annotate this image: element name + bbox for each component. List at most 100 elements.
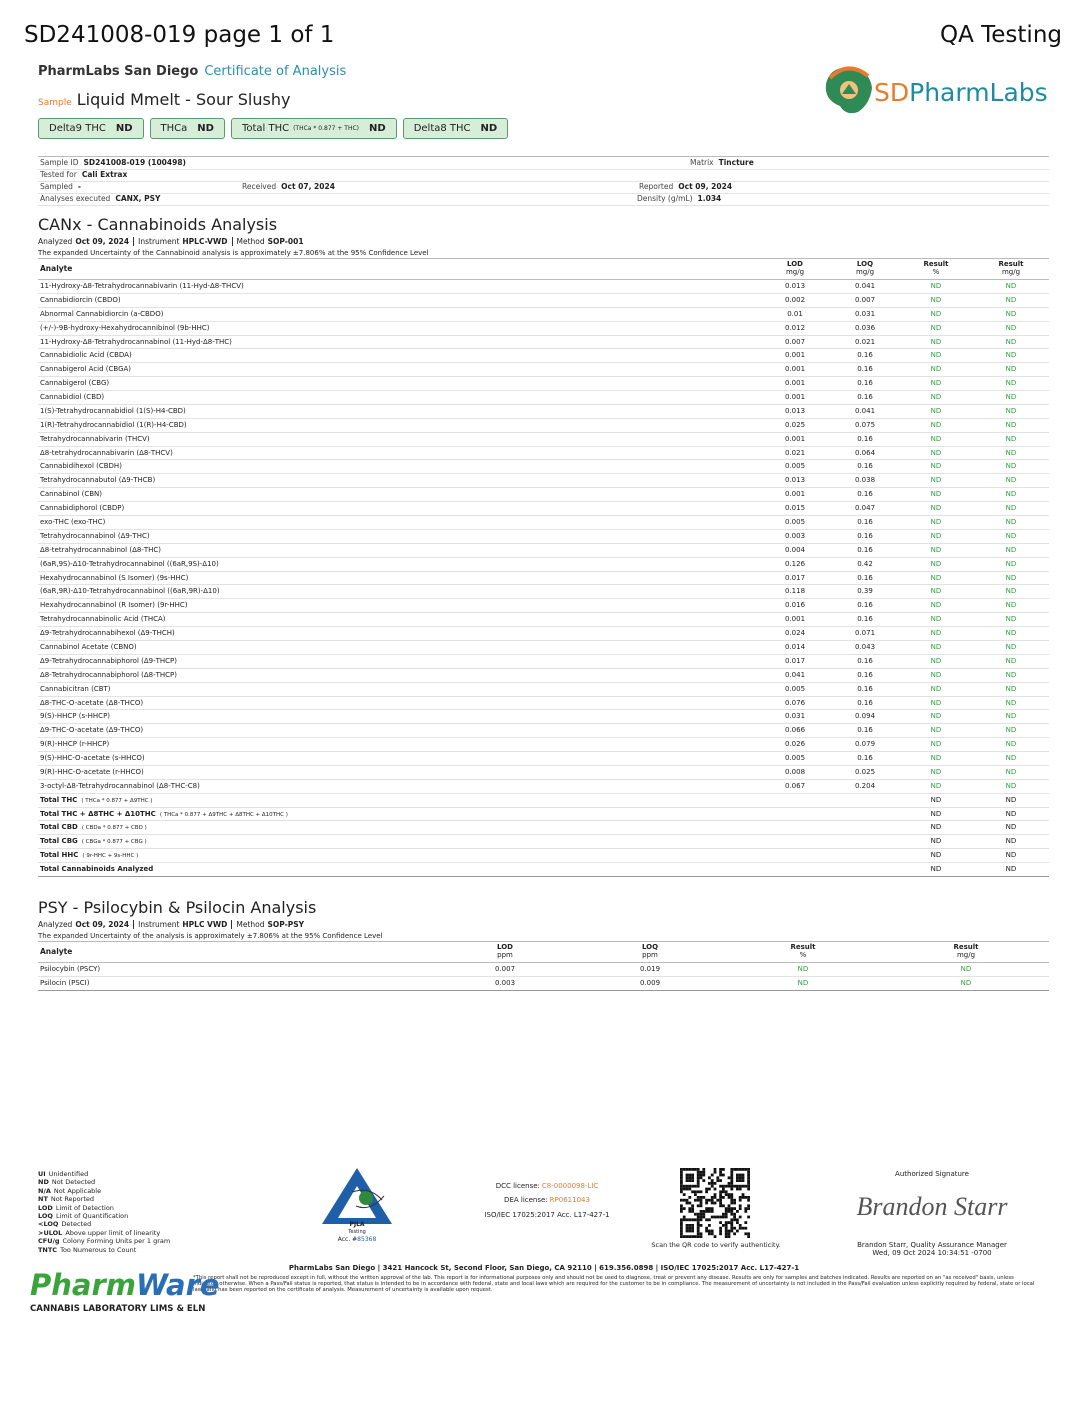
result: ND: [930, 712, 942, 721]
limit: 0.025: [784, 420, 806, 429]
column-unit: %: [799, 951, 807, 959]
analyte: Δ9-Tetrahydrocannabiphorol (Δ9-THCP): [40, 656, 178, 665]
report-section: QA Testing: [939, 22, 1062, 48]
limit: 0.16: [857, 573, 873, 582]
column-header: Result mg/g: [998, 260, 1023, 276]
rule: [38, 431, 1049, 433]
result: ND: [1005, 462, 1017, 471]
column-name: LOQ: [641, 943, 659, 951]
vendor-name-a: Pharm: [30, 1268, 136, 1302]
pjla-acc: Acc. #85368: [338, 1236, 377, 1243]
rule: [38, 612, 1049, 614]
limit: 0.005: [784, 462, 806, 471]
legend-abbr: ND: [38, 1178, 49, 1187]
legend-item: LOQ Limit of Quantification: [38, 1212, 128, 1220]
result: ND: [960, 965, 972, 973]
result: ND: [1005, 545, 1017, 554]
limit: 0.001: [784, 615, 806, 624]
result: ND: [930, 767, 942, 776]
section-title: CANx - Cannabinoids Analysis: [38, 215, 278, 234]
result: ND: [930, 323, 942, 332]
disclaimer: *This report shall not be reproduced exc…: [193, 1275, 1035, 1294]
limit: 0.16: [857, 615, 873, 624]
uncertainty: The expanded Uncertainty of the analysis…: [38, 932, 383, 940]
limit: 0.017: [784, 573, 806, 582]
legend-item: LOD Limit of Detection: [38, 1204, 114, 1212]
meta-item: Analyzed Oct 09, 2024: [38, 920, 129, 929]
rule: [38, 990, 1049, 991]
result: ND: [960, 979, 972, 987]
legend-item: TNTC Too Numerous to Count: [38, 1246, 136, 1254]
result: ND: [1005, 309, 1017, 318]
result: ND: [1005, 573, 1017, 582]
result: ND: [930, 295, 942, 304]
limit: 0.118: [784, 587, 806, 596]
info-value: CANX, PSY: [115, 194, 161, 203]
limit: 0.01: [787, 309, 803, 318]
result: ND: [1005, 476, 1017, 485]
rule: [38, 320, 1049, 322]
result: ND: [930, 781, 942, 790]
license: DCC license: C8-0000098-LIC: [496, 1182, 599, 1190]
lab-name: PharmLabs San Diego: [38, 64, 199, 79]
column-header: Result%: [790, 943, 815, 959]
info-field: Reported Oct 09, 2024: [639, 182, 732, 191]
limit: 0.16: [857, 601, 873, 610]
badge-formula: (THCa * 0.877 + THC): [293, 125, 360, 132]
legend-text: Too Numerous to Count: [60, 1245, 137, 1254]
legend-text: Colony Forming Units per 1 gram: [62, 1237, 171, 1246]
limit: 0.043: [854, 642, 876, 651]
legend-text: Unidentified: [48, 1170, 89, 1178]
column-header: Result%: [923, 260, 948, 276]
result: ND: [930, 851, 942, 860]
info-field: Tested for Cali Extrax: [40, 170, 127, 179]
analyte: Psilocybin (PSCY): [40, 965, 101, 973]
limit: 0.012: [784, 323, 806, 332]
section-title: PSY - Psilocybin & Psilocin Analysis: [38, 898, 317, 917]
limit: 0.047: [854, 504, 876, 513]
limit: 0.007: [784, 337, 806, 346]
meta-item: Method SOP-001: [231, 237, 304, 246]
vendor-logo: Pharm Ware: [30, 1268, 220, 1302]
column-header: Analyte: [40, 264, 73, 273]
rule: [38, 556, 1049, 558]
result: ND: [930, 504, 942, 513]
analyte: Cannabinol Acetate (CBNO): [40, 642, 137, 651]
result: ND: [930, 406, 942, 415]
legend-text: Above upper limit of linearity: [65, 1228, 161, 1237]
limit: 0.001: [784, 393, 806, 402]
result: ND: [930, 615, 942, 624]
rule: [38, 181, 1049, 182]
qr-caption: Scan the QR code to verify authenticity.: [651, 1241, 781, 1249]
sample-name: Liquid Mmelt - Sour Slushy: [76, 90, 291, 109]
acc-label: Acc. #: [337, 1236, 358, 1243]
result: ND: [1005, 393, 1017, 402]
column-name: LOD: [787, 260, 803, 268]
logo-name: PharmLabs: [909, 78, 1048, 107]
rule: [38, 348, 1049, 350]
limit: 0.021: [784, 448, 806, 457]
limit: 0.041: [854, 282, 876, 290]
logo-prefix: SD: [874, 78, 910, 107]
column-header: LOQ mg/g: [856, 260, 874, 276]
badge-label: Total THC: [241, 123, 290, 134]
legend-abbr: <LOQ: [38, 1220, 59, 1229]
total-formula: ( 9r-HHC + 9s-HHC ): [82, 853, 139, 860]
result: ND: [930, 601, 942, 610]
analyte: 9(R)-HHCP (r-HHCP): [40, 740, 110, 749]
rule: [38, 639, 1049, 641]
result: ND: [1005, 670, 1017, 679]
column-name: LOD: [497, 943, 513, 951]
limit: 0.036: [854, 323, 876, 332]
result: ND: [1005, 323, 1017, 332]
limit: 0.041: [784, 670, 806, 679]
limit: 0.001: [784, 434, 806, 443]
analyte: 9(S)-HHC-O-acetate (s-HHCO): [40, 754, 145, 763]
column-unit: mg/g: [855, 268, 875, 276]
result: ND: [1005, 420, 1017, 429]
pjla-sub: Testing: [348, 1229, 366, 1235]
analyte: exo-THC (exo-THC): [40, 518, 106, 527]
result: ND: [930, 448, 942, 457]
limit: 0.16: [857, 518, 873, 527]
